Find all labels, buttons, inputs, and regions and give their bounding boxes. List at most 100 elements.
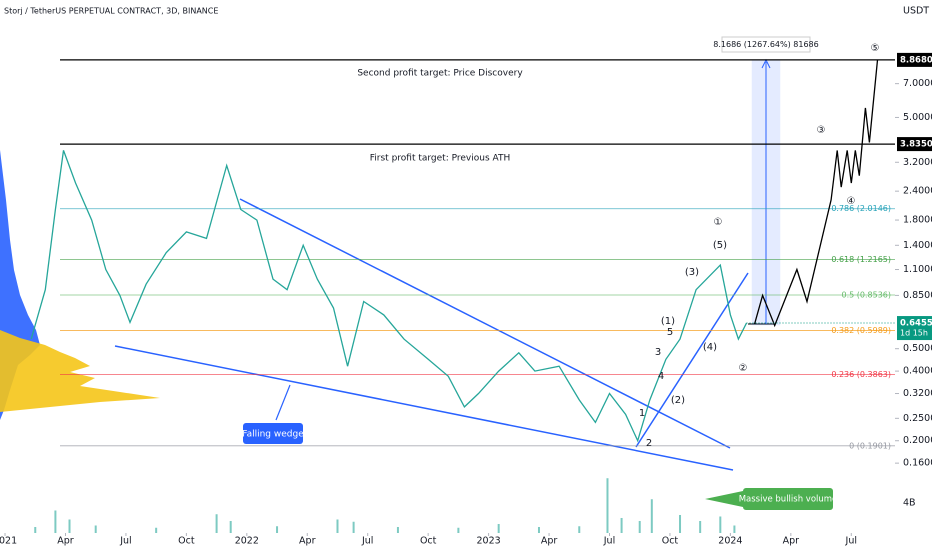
callout-arrow: [275, 384, 291, 421]
wave-label: ①: [714, 217, 723, 228]
volume-bar: [457, 527, 460, 533]
volume-bar: [68, 519, 71, 533]
x-tick-label: Jul: [361, 536, 373, 547]
volume-bar: [679, 514, 682, 533]
fib-label: 0 (0.1901): [849, 441, 891, 450]
wave-label: (4): [703, 342, 717, 353]
measure-label-box: [721, 36, 811, 53]
price-tag: [897, 137, 932, 152]
x-tick-label: Jul: [603, 536, 615, 547]
x-tick-label: Oct: [420, 536, 437, 547]
y-tick-label: 1.8000: [903, 215, 932, 226]
wave-label: ④: [847, 196, 856, 207]
volume-bar: [719, 516, 722, 533]
countdown: 1d 15h: [900, 329, 928, 338]
x-tick-label: Oct: [662, 536, 679, 547]
volume-bar: [497, 523, 500, 533]
volume-bar: [733, 525, 736, 533]
volume-bar: [606, 478, 609, 533]
x-tick-label: Jul: [845, 536, 857, 547]
x-tick-label: Apr: [57, 536, 74, 547]
volume-bar: [276, 526, 279, 533]
measure-label: 8.1686 (1267.64%) 81686: [713, 40, 818, 49]
x-tick-label: 2024: [718, 536, 742, 547]
price-tag: [897, 316, 932, 341]
price-line: [30, 150, 748, 443]
volume-bar: [352, 521, 355, 533]
x-tick-label: Apr: [783, 536, 800, 547]
callout-box: [743, 488, 833, 510]
wave-label: ③: [817, 125, 826, 136]
volume-bar: [638, 520, 641, 533]
wave-label: 5: [667, 327, 673, 338]
x-tick-label: 2022: [235, 536, 259, 547]
fib-label: 0.236 (0.3863): [831, 370, 891, 379]
fib-label: 0.618 (1.2165): [831, 255, 891, 264]
x-tick-label: 2023: [477, 536, 501, 547]
fib-label: 0.786 (2.0146): [831, 204, 891, 213]
chart-title: Storj / TetherUS PERPETUAL CONTRACT, 3D,…: [4, 7, 218, 16]
x-tick-label: Apr: [299, 536, 316, 547]
volume-bar: [650, 499, 653, 533]
x-tick-label: Jul: [119, 536, 131, 547]
wave-label: ②: [739, 363, 748, 374]
wave-label: (3): [685, 267, 699, 278]
wave-label: (2): [671, 395, 685, 406]
annotation: First profit target: Previous ATH: [370, 154, 510, 164]
wave-label: 2: [646, 438, 652, 449]
price-tag-label: 3.8350: [900, 140, 932, 150]
wave-label: (1): [661, 316, 675, 327]
x-tick-label: Oct: [178, 536, 195, 547]
callout-box: [243, 423, 303, 444]
price-tag-label: 8.8680: [900, 55, 932, 65]
volume-bar: [215, 514, 218, 533]
volume-bar: [34, 526, 37, 533]
x-tick-label: Apr: [541, 536, 558, 547]
wedge-line: [114, 345, 734, 471]
annotation: Second profit target: Price Discovery: [357, 69, 523, 79]
fib-label: 0.5 (0.8536): [842, 290, 892, 299]
volume-bar: [54, 510, 57, 533]
price-line: [753, 59, 879, 328]
volume-bar: [336, 519, 339, 533]
wave-label: ⑤: [871, 43, 880, 54]
volume-bar: [578, 526, 581, 533]
y-tick-label: 5.0000: [903, 112, 932, 123]
callout-text: Falling wedge: [242, 430, 304, 440]
volume-bar: [229, 520, 232, 533]
volume-bar: [94, 525, 97, 533]
y-tick-label: 7.0000: [903, 78, 932, 89]
wave-label: 1: [639, 408, 645, 419]
fib-label: 0.382 (0.5989): [831, 326, 891, 335]
callout-text: Massive bullish volume: [739, 495, 838, 505]
volume-bar: [699, 520, 702, 533]
price-tag: [897, 52, 932, 67]
volume-bar: [396, 526, 399, 533]
trend-line: [635, 272, 749, 448]
callout-arrow: [705, 491, 743, 507]
volume-bar: [155, 527, 158, 533]
wave-label: 3: [655, 347, 661, 358]
currency: USDT: [903, 6, 929, 17]
volume-bar: [620, 517, 623, 533]
wave-label: (5): [713, 240, 727, 251]
price-tag-label: 0.6455: [900, 319, 932, 329]
x-tick-label: 2021: [0, 536, 17, 547]
volume-bar: [537, 526, 540, 533]
volume-profile: [0, 330, 160, 412]
wave-label: 4: [658, 371, 664, 382]
volume-tick-label: 4B: [903, 497, 916, 508]
